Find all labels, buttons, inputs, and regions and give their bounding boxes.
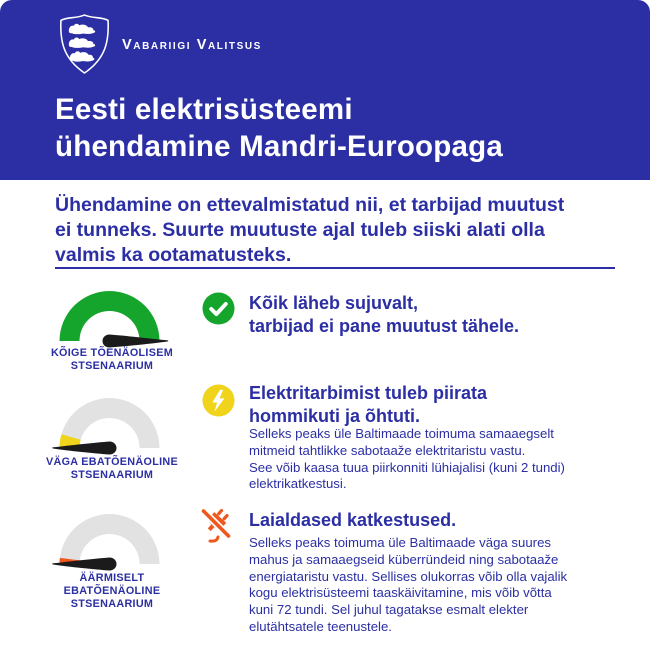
org-name: Vabariigi Valitsus bbox=[122, 37, 262, 53]
estonia-coat-of-arms-icon bbox=[59, 14, 110, 74]
page-title: Eesti elektrisüsteemi ühendamine Mandri-… bbox=[55, 93, 503, 163]
lion-2 bbox=[68, 37, 96, 48]
gauge-needle bbox=[52, 441, 117, 455]
gauge-most-likely bbox=[59, 291, 169, 348]
scenario-label: KÕIGE TÕENÄOLISEM STSENAARIUM bbox=[50, 347, 174, 372]
plug-off-icon bbox=[200, 507, 232, 543]
scenario-body: Selleks peaks toimuma üle Baltimaade väg… bbox=[249, 535, 568, 634]
hero-banner: Vabariigi Valitsus Eesti elektrisüsteemi… bbox=[0, 0, 650, 180]
scenario-heading: Kõik läheb sujuvalt, tarbijad ei pane mu… bbox=[249, 293, 520, 336]
gauge-segment-yellow bbox=[59, 434, 81, 448]
gauge-extremely-unlikely bbox=[52, 514, 160, 571]
gauge-needle bbox=[52, 557, 117, 571]
lion-1 bbox=[68, 23, 96, 35]
gauge-arc bbox=[59, 398, 160, 448]
gauge-arc bbox=[59, 291, 160, 341]
intro-text: Ühendamine on ettevalmistatud nii, et ta… bbox=[55, 194, 565, 266]
scenario-heading: Laialdased katkestused. bbox=[249, 510, 457, 530]
check-icon bbox=[202, 292, 235, 325]
divider-line bbox=[55, 267, 615, 269]
scenario-heading: Elektritarbimist tuleb piirata hommikuti… bbox=[249, 383, 488, 426]
scenario-label: VÄGA EBATÕENÄOLINE STSENAARIUM bbox=[46, 456, 178, 481]
scenario-body: Selleks peaks üle Baltimaade toimuma sam… bbox=[249, 426, 565, 492]
lightning-icon bbox=[202, 384, 235, 417]
gauge-arc bbox=[59, 514, 160, 564]
lion-3 bbox=[69, 51, 95, 62]
gauge-very-unlikely bbox=[52, 398, 160, 455]
gauge-needle bbox=[102, 334, 169, 348]
scenario-label: ÄÄRMISELT EBATÕENÄOLINE STSENAARIUM bbox=[63, 572, 161, 610]
